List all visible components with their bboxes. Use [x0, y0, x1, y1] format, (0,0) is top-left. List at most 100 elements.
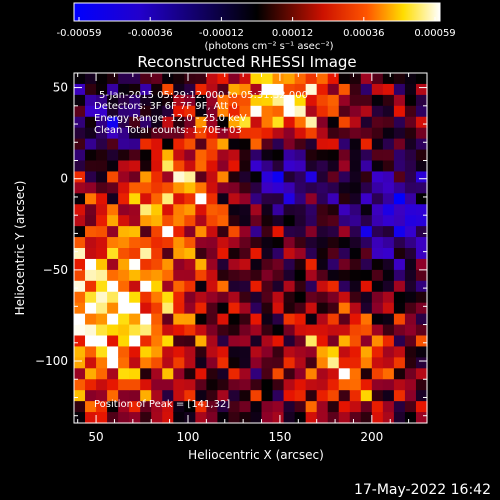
heatmap-cell: [129, 280, 141, 293]
heatmap-cell: [316, 73, 329, 85]
heatmap-cell: [151, 127, 163, 140]
heatmap-cell: [74, 149, 86, 162]
heatmap-cell: [327, 83, 340, 96]
heatmap-cell: [228, 204, 241, 216]
heatmap-cell: [162, 346, 174, 358]
heatmap-cell: [382, 324, 395, 337]
heatmap-cell: [404, 412, 417, 424]
heatmap-cell: [272, 237, 285, 249]
heatmap-cell: [360, 237, 373, 249]
heatmap-cell: [217, 335, 230, 348]
heatmap-cell: [129, 248, 141, 260]
heatmap-cell: [239, 182, 252, 194]
heatmap-cell: [371, 248, 384, 260]
heatmap-cell: [151, 313, 163, 326]
heatmap-cell: [162, 412, 174, 424]
heatmap-cell: [371, 302, 384, 315]
heatmap-cell: [239, 149, 252, 162]
heatmap-cell: [217, 258, 230, 271]
heatmap-cell: [195, 116, 207, 129]
heatmap-cell: [250, 171, 263, 183]
heatmap-cell: [129, 73, 141, 85]
heatmap-cell: [195, 193, 207, 205]
heatmap-cell: [162, 302, 174, 315]
heatmap-cell: [217, 280, 230, 293]
heatmap-cell: [393, 280, 406, 293]
heatmap-cell: [228, 94, 241, 107]
heatmap-cell: [371, 182, 384, 194]
heatmap-cell: [239, 193, 252, 205]
heatmap-cell: [228, 390, 241, 402]
heatmap-cell: [294, 280, 307, 293]
heatmap-cell: [173, 215, 185, 227]
heatmap-cell: [272, 204, 285, 216]
heatmap-cell: [184, 105, 196, 118]
heatmap-cell: [294, 368, 307, 380]
heatmap-cell: [261, 149, 274, 162]
heatmap-cell: [349, 357, 362, 369]
heatmap-cell: [129, 204, 141, 216]
heatmap-cell: [327, 226, 340, 238]
heatmap-cell: [173, 226, 185, 238]
heatmap-cell: [349, 160, 362, 173]
heatmap-cell: [107, 291, 119, 304]
heatmap-cell: [74, 379, 86, 391]
heatmap-cell: [173, 379, 185, 391]
heatmap-cell: [305, 390, 318, 402]
heatmap-cell: [239, 138, 252, 151]
heatmap-cell: [382, 182, 395, 194]
heatmap-cell: [74, 357, 86, 369]
heatmap-cell: [118, 291, 130, 304]
heatmap-cell: [415, 149, 428, 162]
heatmap-cell: [151, 291, 163, 304]
heatmap-cell: [305, 182, 318, 194]
heatmap-cell: [184, 237, 196, 249]
heatmap-cell: [228, 105, 241, 118]
heatmap-cell: [228, 368, 241, 380]
heatmap-cell: [393, 379, 406, 391]
colorbar-tick-label: -0.00036: [128, 28, 173, 39]
heatmap-cell: [349, 258, 362, 271]
heatmap-cell: [250, 73, 263, 85]
heatmap-cell: [118, 105, 130, 118]
heatmap-cell: [349, 83, 362, 96]
heatmap-cell: [239, 357, 252, 369]
heatmap-cell: [261, 357, 274, 369]
heatmap-cell: [349, 324, 362, 337]
heatmap-cell: [217, 237, 230, 249]
heatmap-cell: [151, 357, 163, 369]
heatmap-cell: [327, 346, 340, 358]
heatmap-cell: [294, 204, 307, 216]
heatmap-cell: [173, 127, 185, 140]
heatmap-cell: [206, 182, 219, 194]
heatmap-cell: [316, 204, 329, 216]
heatmap-cell: [140, 291, 152, 304]
heatmap-cell: [360, 269, 373, 282]
y-axis-label: Heliocentric Y (arcsec): [13, 181, 27, 316]
heatmap-cell: [217, 324, 230, 337]
colorbar-tick-label: 0.00012: [272, 28, 313, 39]
heatmap-cell: [305, 346, 318, 358]
heatmap-cell: [327, 248, 340, 260]
heatmap-cell: [206, 390, 219, 402]
heatmap-cell: [129, 193, 141, 205]
heatmap-cell: [195, 160, 207, 173]
heatmap-cell: [228, 248, 241, 260]
heatmap-cell: [360, 204, 373, 216]
heatmap-cell: [250, 379, 263, 391]
heatmap-cell: [327, 313, 340, 326]
heatmap-cell: [85, 237, 97, 249]
heatmap-cell: [382, 302, 395, 315]
heatmap-cell: [261, 138, 274, 151]
heatmap-cell: [74, 335, 86, 348]
heatmap-cell: [206, 149, 219, 162]
heatmap-cell: [382, 94, 395, 107]
heatmap-cell: [107, 324, 119, 337]
heatmap-cell: [261, 237, 274, 249]
heatmap-cell: [96, 204, 108, 216]
heatmap-cell: [294, 116, 307, 129]
heatmap-cell: [349, 73, 362, 85]
heatmap-cell: [360, 83, 373, 96]
heatmap-cell: [228, 138, 241, 151]
heatmap-cell: [85, 149, 97, 162]
